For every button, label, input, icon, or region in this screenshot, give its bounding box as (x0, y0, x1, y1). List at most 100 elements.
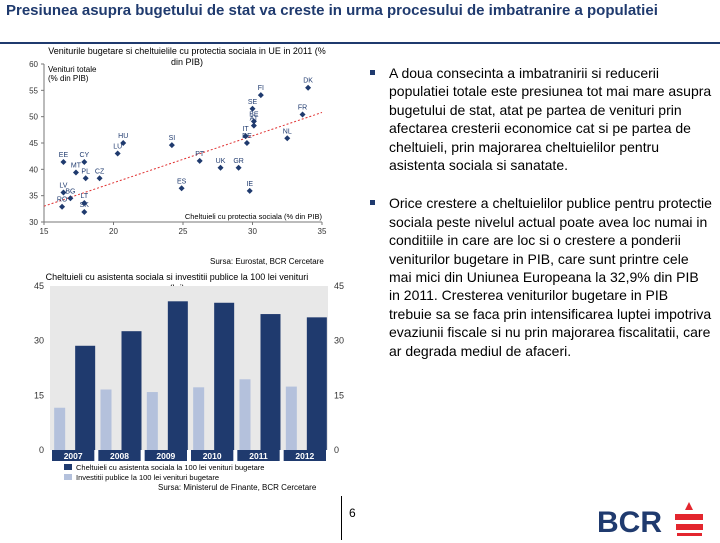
x-tick-label: 25 (179, 227, 188, 236)
bar-social (260, 314, 281, 450)
scatter-point-label: CZ (95, 168, 105, 175)
bar-social (75, 345, 96, 450)
scatter-point-label: EE (59, 152, 69, 159)
y-tick-label-right: 45 (334, 281, 344, 291)
scatter-point (249, 105, 256, 112)
scatter-point (257, 92, 264, 99)
scatter-point (60, 189, 67, 196)
scatter-point-label: NL (283, 128, 292, 135)
scatter-chart: Veniturile bugetare si cheltuielile cu p… (24, 44, 344, 266)
bar-social (214, 302, 235, 450)
x-tick-label: 2011 (249, 451, 268, 461)
page-number: 6 (349, 506, 356, 520)
scatter-point-label: PL (81, 168, 90, 175)
scatter-point-label: LU (113, 144, 122, 151)
scatter-point (242, 133, 249, 140)
scatter-point-label: FR (298, 105, 307, 112)
scatter-point (96, 175, 103, 182)
scatter-point-label: HU (118, 133, 128, 140)
bullet-marker (370, 200, 375, 206)
scatter-point (305, 84, 312, 91)
trendline (43, 111, 323, 207)
y-tick-label-left: 0 (39, 445, 44, 455)
y-tick-label-left: 15 (34, 390, 44, 400)
legend-swatch (64, 464, 72, 470)
y-tick-label-left: 45 (34, 281, 44, 291)
scatter-point-label: LV (59, 183, 67, 190)
scatter-point (243, 140, 250, 146)
scatter-point (81, 158, 88, 165)
scatter-point (81, 200, 88, 207)
bcr-logo-symbol (675, 502, 703, 536)
x-tick-label: 2010 (203, 451, 222, 461)
x-tick-label: 2012 (295, 451, 314, 461)
scatter-point-label: PT (195, 151, 205, 158)
bcr-logo-text: BCR (597, 506, 662, 538)
bullet-text: Orice crestere a cheltuielilor publice p… (389, 195, 712, 359)
x-axis-title: Cheltuieli cu protectia sociala (% din P… (185, 212, 323, 221)
scatter-point (196, 157, 203, 164)
y-tick-label: 50 (29, 113, 38, 122)
scatter-point (250, 122, 257, 129)
page-title: Presiunea asupra bugetului de stat va cr… (6, 2, 658, 19)
bcr-logo-mark: BCR (597, 502, 703, 539)
scatter-point (246, 187, 253, 194)
y-tick-label: 60 (29, 60, 38, 69)
scatter-point-label: IT (242, 126, 249, 133)
bar-social (167, 301, 188, 450)
scatter-chart-title: Veniturile bugetare si cheltuielile cu p… (48, 46, 326, 67)
bar-social (121, 331, 142, 450)
scatter-point-label: CY (79, 152, 89, 159)
bar-investment (285, 386, 297, 450)
bullet-item: Orice crestere a cheltuielilor publice p… (368, 194, 713, 360)
x-tick-label: 20 (109, 227, 118, 236)
scatter-point (120, 140, 127, 146)
scatter-point-label: RO (57, 197, 68, 204)
bullet-text: A doua consecinta a imbatranirii si redu… (389, 65, 712, 174)
legend-label: Cheltuieli cu asistenta sociala la 100 l… (76, 463, 264, 472)
category-label-bg (237, 450, 280, 461)
scatter-point-label: FI (258, 85, 264, 92)
scatter-point-label: DE (242, 133, 252, 140)
bar-plot: 45 45 30 30 15 15 0 0 2007 2008 2009 2010 2011 2012 Ch… (34, 281, 344, 482)
legend-label: Investitii publice la 100 lei venituri b… (76, 473, 219, 482)
scatter-point-label: SK (80, 202, 90, 209)
scatter-point (168, 142, 175, 149)
scatter-point (82, 175, 89, 182)
bar-social (306, 317, 327, 450)
page-divider (341, 496, 342, 540)
scatter-point-label: GR (233, 158, 244, 165)
title-divider (0, 42, 720, 44)
y-tick-label-right: 0 (334, 445, 339, 455)
bcr-logo: BCR (597, 498, 707, 539)
scatter-point (60, 158, 67, 165)
bar-source: Sursa: Ministerul de Finante, BCR Cercet… (158, 483, 317, 492)
y-tick-label-right: 30 (334, 336, 344, 346)
scatter-point (67, 195, 74, 202)
category-label-bg (144, 450, 187, 461)
scatter-point-label: BG (65, 188, 75, 195)
scatter-point (59, 203, 66, 210)
bar-investment (100, 389, 112, 450)
y-tick-label-right: 15 (334, 390, 344, 400)
legend-swatch (64, 474, 72, 480)
y-tick-label: 40 (29, 165, 38, 174)
scatter-point (235, 164, 242, 171)
x-tick-label: 2009 (156, 451, 175, 461)
category-label-bg (191, 450, 234, 461)
scatter-point (299, 111, 306, 118)
scatter-point-label: DK (303, 78, 313, 85)
scatter-point-label: ES (177, 178, 187, 185)
scatter-point (284, 135, 291, 142)
category-label-bg (98, 450, 141, 461)
bullet-list: A doua consecinta a imbatranirii si redu… (368, 64, 713, 360)
scatter-point (114, 150, 121, 157)
scatter-point (217, 164, 224, 171)
bar-investment (54, 407, 66, 450)
scatter-point-label: BE (249, 111, 259, 118)
scatter-point (250, 118, 257, 125)
x-tick-label: 15 (40, 227, 49, 236)
scatter-point-label: LT (80, 193, 88, 200)
scatter-point-label: UK (216, 158, 226, 165)
